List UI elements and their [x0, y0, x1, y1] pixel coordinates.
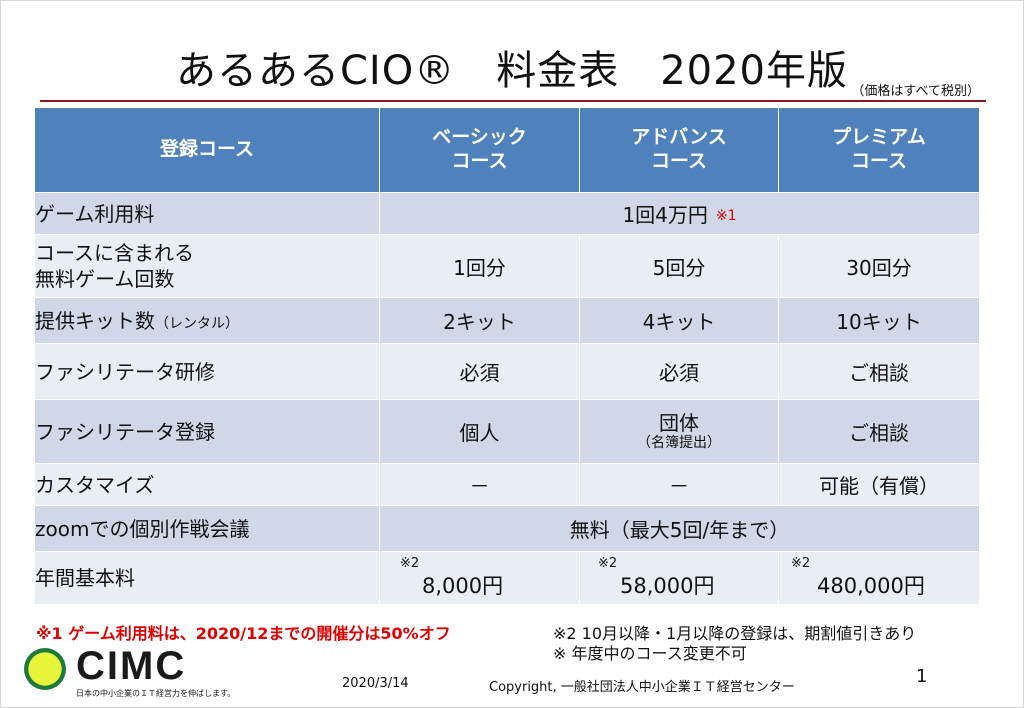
row-label: コースに含まれる 無料ゲーム回数 [34, 234, 380, 298]
cell-basic: 1回分 [379, 234, 580, 298]
header-advance: アドバンス コース [579, 107, 779, 193]
row-label: zoomでの個別作戦会議 [34, 505, 380, 552]
footnote-course-change: ※ 年度中のコース変更不可 [553, 644, 747, 663]
cell-basic: 個人 [379, 399, 580, 464]
header-course: 登録コース [34, 107, 380, 193]
note-marker: ※2 [598, 556, 618, 571]
logo-tagline: 日本の中小企業のＩＴ経営力を伸ばします。 [76, 689, 236, 698]
title-divider [40, 100, 986, 102]
table-row: 提供キット数（レンタル） 2キット 4キット 10キット [34, 297, 980, 344]
cell-advance: 団体 （名簿提出） [579, 399, 779, 464]
footnote-registration: ※2 10月以降・1月以降の登録は、期割値引きあり [553, 624, 917, 643]
row-label: カスタマイズ [34, 463, 380, 506]
table-row: ゲーム利用料 1回4万円 ※1 [34, 192, 980, 235]
table-row: ファシリテータ研修 必須 必須 ご相談 [34, 343, 980, 400]
table-row: ファシリテータ登録 個人 団体 （名簿提出） ご相談 [34, 399, 980, 464]
row-label: 年間基本料 [34, 551, 380, 605]
pricing-table: 登録コース ベーシック コース アドバンス コース プレミアム コース ゲーム利… [34, 107, 980, 605]
table-row: コースに含まれる 無料ゲーム回数 1回分 5回分 30回分 [34, 234, 980, 298]
note-marker: ※1 [715, 208, 737, 224]
header-premium: プレミアム コース [778, 107, 980, 193]
cell-advance: 必須 [579, 343, 779, 400]
cell-advance: 5回分 [579, 234, 779, 298]
table-row: 年間基本料 ※2 8,000円 ※2 58,000円 ※2 480,000円 [34, 551, 980, 605]
cell-advance: ※2 58,000円 [579, 551, 779, 605]
cell-premium: 10キット [778, 297, 980, 344]
header-basic: ベーシック コース [379, 107, 580, 193]
note-marker: ※2 [791, 556, 811, 571]
zoom-meeting-value: 無料（最大5回/年まで） [379, 505, 980, 552]
table-row: zoomでの個別作戦会議 無料（最大5回/年まで） [34, 505, 980, 552]
page-number: 1 [916, 666, 928, 687]
tax-note: （価格はすべて税別） [851, 84, 980, 99]
cell-premium: 30回分 [778, 234, 980, 298]
cell-premium: ご相談 [778, 399, 980, 464]
cell-basic: － [379, 463, 580, 506]
cell-premium: ※2 480,000円 [778, 551, 980, 605]
cimc-logo-text: CIMC [76, 644, 187, 688]
cell-advance: 4キット [579, 297, 779, 344]
row-label: ファシリテータ研修 [34, 343, 380, 400]
note-marker: ※2 [400, 556, 420, 571]
cell-premium: ご相談 [778, 343, 980, 400]
row-label: ゲーム利用料 [34, 192, 380, 235]
footnote-game-fee: ※1 ゲーム利用料は、2020/12までの開催分は50%オフ [36, 624, 451, 643]
copyright: Copyright, 一般社団法人中小企業ＩＴ経営センター [489, 680, 795, 695]
cell-basic: ※2 8,000円 [379, 551, 580, 605]
game-fee-value: 1回4万円 ※1 [379, 192, 980, 235]
table-header-row: 登録コース ベーシック コース アドバンス コース プレミアム コース [34, 107, 980, 193]
row-label: ファシリテータ登録 [34, 399, 380, 464]
table-row: カスタマイズ － － 可能（有償） [34, 463, 980, 506]
page-title: あるあるCIO® 料金表 2020年版 [175, 48, 848, 94]
slide-date: 2020/3/14 [342, 676, 409, 691]
cell-premium: 可能（有償） [778, 463, 980, 506]
row-label: 提供キット数（レンタル） [34, 297, 380, 344]
cell-basic: 2キット [379, 297, 580, 344]
cimc-logo-icon [24, 648, 66, 690]
cell-advance: － [579, 463, 779, 506]
cell-basic: 必須 [379, 343, 580, 400]
